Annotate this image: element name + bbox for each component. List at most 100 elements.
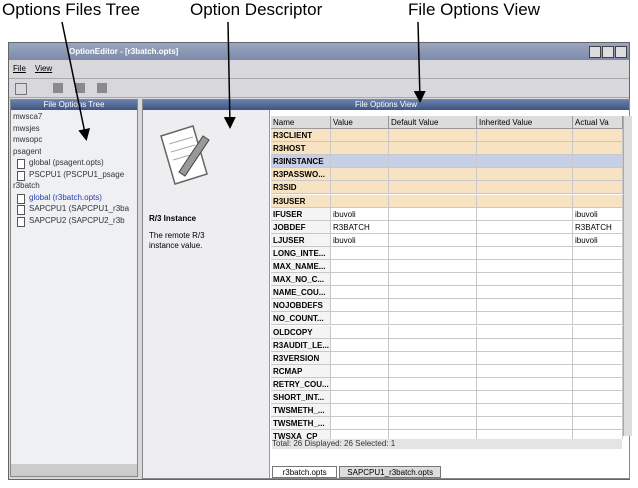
tree-leaf[interactable]: global (psagent.opts) — [29, 158, 104, 167]
column-header[interactable]: Default Value — [389, 116, 477, 129]
option-name-cell[interactable]: R3HOST — [271, 142, 331, 156]
option-name-cell[interactable]: R3SID — [271, 181, 331, 195]
option-cell[interactable] — [477, 377, 573, 391]
v-scrollbar[interactable] — [623, 116, 632, 436]
option-name-cell[interactable]: R3INSTANCE — [271, 155, 331, 169]
option-name-cell[interactable]: OLDCOPY — [271, 325, 331, 339]
option-name-cell[interactable]: R3CLIENT — [271, 129, 331, 142]
toolbar-button[interactable] — [53, 83, 63, 93]
option-name-cell[interactable]: NAME_COU... — [271, 286, 331, 300]
option-cell[interactable] — [331, 273, 389, 287]
option-cell[interactable] — [573, 129, 623, 142]
option-cell[interactable] — [477, 246, 573, 260]
column-header[interactable]: Inherited Value — [477, 116, 573, 129]
option-cell[interactable] — [389, 260, 477, 273]
option-name-cell[interactable]: TWSMETH_... — [271, 417, 331, 431]
option-cell[interactable] — [477, 286, 573, 300]
option-cell[interactable] — [389, 430, 477, 439]
option-cell[interactable] — [331, 364, 389, 378]
option-cell[interactable] — [477, 220, 573, 234]
option-cell[interactable] — [477, 391, 573, 404]
option-cell[interactable] — [573, 351, 623, 365]
option-cell[interactable] — [389, 220, 477, 234]
option-cell[interactable] — [573, 417, 623, 431]
option-cell[interactable] — [331, 377, 389, 391]
tree-leaf[interactable]: SAPCPU1 (SAPCPU1_r3ba — [29, 204, 130, 213]
option-cell[interactable]: ibuvoli — [331, 233, 389, 247]
option-cell[interactable] — [331, 404, 389, 418]
option-cell[interactable] — [389, 233, 477, 247]
option-cell[interactable] — [477, 404, 573, 418]
option-cell[interactable] — [389, 181, 477, 195]
option-name-cell[interactable]: R3AUDIT_LE... — [271, 338, 331, 352]
tree-node[interactable]: mwsca7 — [13, 112, 43, 121]
option-cell[interactable] — [477, 142, 573, 156]
option-cell[interactable] — [331, 168, 389, 182]
toolbar-button[interactable] — [15, 83, 27, 95]
tree-node[interactable]: r3batch — [13, 181, 40, 190]
maximize-button[interactable] — [602, 46, 614, 58]
option-name-cell[interactable]: TWSMETH_... — [271, 404, 331, 418]
option-cell[interactable] — [573, 377, 623, 391]
menu-item[interactable]: View — [35, 64, 53, 73]
option-cell[interactable] — [331, 142, 389, 156]
option-cell[interactable] — [573, 312, 623, 326]
option-name-cell[interactable]: R3USER — [271, 194, 331, 208]
option-cell[interactable] — [389, 377, 477, 391]
toolbar-button[interactable] — [97, 83, 107, 93]
option-cell[interactable] — [331, 299, 389, 313]
option-name-cell[interactable]: R3PASSWO... — [271, 168, 331, 182]
option-cell[interactable] — [389, 194, 477, 208]
file-tab[interactable]: r3batch.opts — [272, 466, 338, 478]
column-header[interactable]: Actual Va — [573, 116, 623, 129]
option-cell[interactable] — [331, 155, 389, 169]
option-cell[interactable]: ibuvoli — [573, 233, 623, 247]
option-cell[interactable] — [389, 351, 477, 365]
option-name-cell[interactable]: RETRY_COU... — [271, 377, 331, 391]
option-cell[interactable] — [477, 207, 573, 221]
option-cell[interactable] — [389, 325, 477, 339]
option-cell[interactable] — [573, 404, 623, 418]
option-cell[interactable] — [331, 430, 389, 439]
option-cell[interactable]: R3BATCH — [331, 220, 389, 234]
column-header[interactable]: Name — [271, 116, 331, 129]
tree-leaf[interactable]: PSCPU1 (PSCPU1_psage — [29, 169, 125, 179]
option-cell[interactable] — [331, 312, 389, 326]
file-tab[interactable]: SAPCPU1_r3batch.opts — [339, 466, 442, 478]
option-cell[interactable] — [573, 391, 623, 404]
option-cell[interactable] — [573, 338, 623, 352]
option-cell[interactable] — [573, 299, 623, 313]
option-cell[interactable] — [331, 417, 389, 431]
option-cell[interactable] — [389, 129, 477, 142]
option-cell[interactable] — [389, 155, 477, 169]
option-name-cell[interactable]: TWSXA_CP — [271, 430, 331, 439]
tree-leaf[interactable]: SAPCPU2 (SAPCPU2_r3b — [29, 215, 125, 225]
option-name-cell[interactable]: SHORT_INT... — [271, 391, 331, 404]
option-cell[interactable] — [573, 273, 623, 287]
option-name-cell[interactable]: NOJOBDEFS — [271, 299, 331, 313]
option-cell[interactable] — [331, 338, 389, 352]
option-cell[interactable]: ibuvoli — [331, 207, 389, 221]
option-cell[interactable] — [477, 181, 573, 195]
menu-item[interactable]: File — [13, 64, 26, 73]
tree-node[interactable]: mwsopc — [13, 135, 43, 144]
option-cell[interactable] — [389, 273, 477, 287]
option-cell[interactable] — [573, 246, 623, 260]
option-name-cell[interactable]: LONG_INTE... — [271, 246, 331, 260]
option-name-cell[interactable]: LJUSER — [271, 233, 331, 247]
option-name-cell[interactable]: MAX_NAME... — [271, 260, 331, 273]
option-cell[interactable] — [477, 299, 573, 313]
option-cell[interactable] — [331, 325, 389, 339]
option-cell[interactable] — [477, 155, 573, 169]
option-cell[interactable] — [389, 168, 477, 182]
option-cell[interactable] — [477, 273, 573, 287]
option-cell[interactable] — [573, 168, 623, 182]
option-cell[interactable]: ibuvoli — [573, 207, 623, 221]
option-cell[interactable] — [331, 246, 389, 260]
option-cell[interactable] — [477, 351, 573, 365]
option-cell[interactable] — [573, 364, 623, 378]
option-cell[interactable] — [389, 391, 477, 404]
option-cell[interactable] — [573, 181, 623, 195]
option-cell[interactable] — [477, 417, 573, 431]
option-name-cell[interactable]: NO_COUNT... — [271, 312, 331, 326]
